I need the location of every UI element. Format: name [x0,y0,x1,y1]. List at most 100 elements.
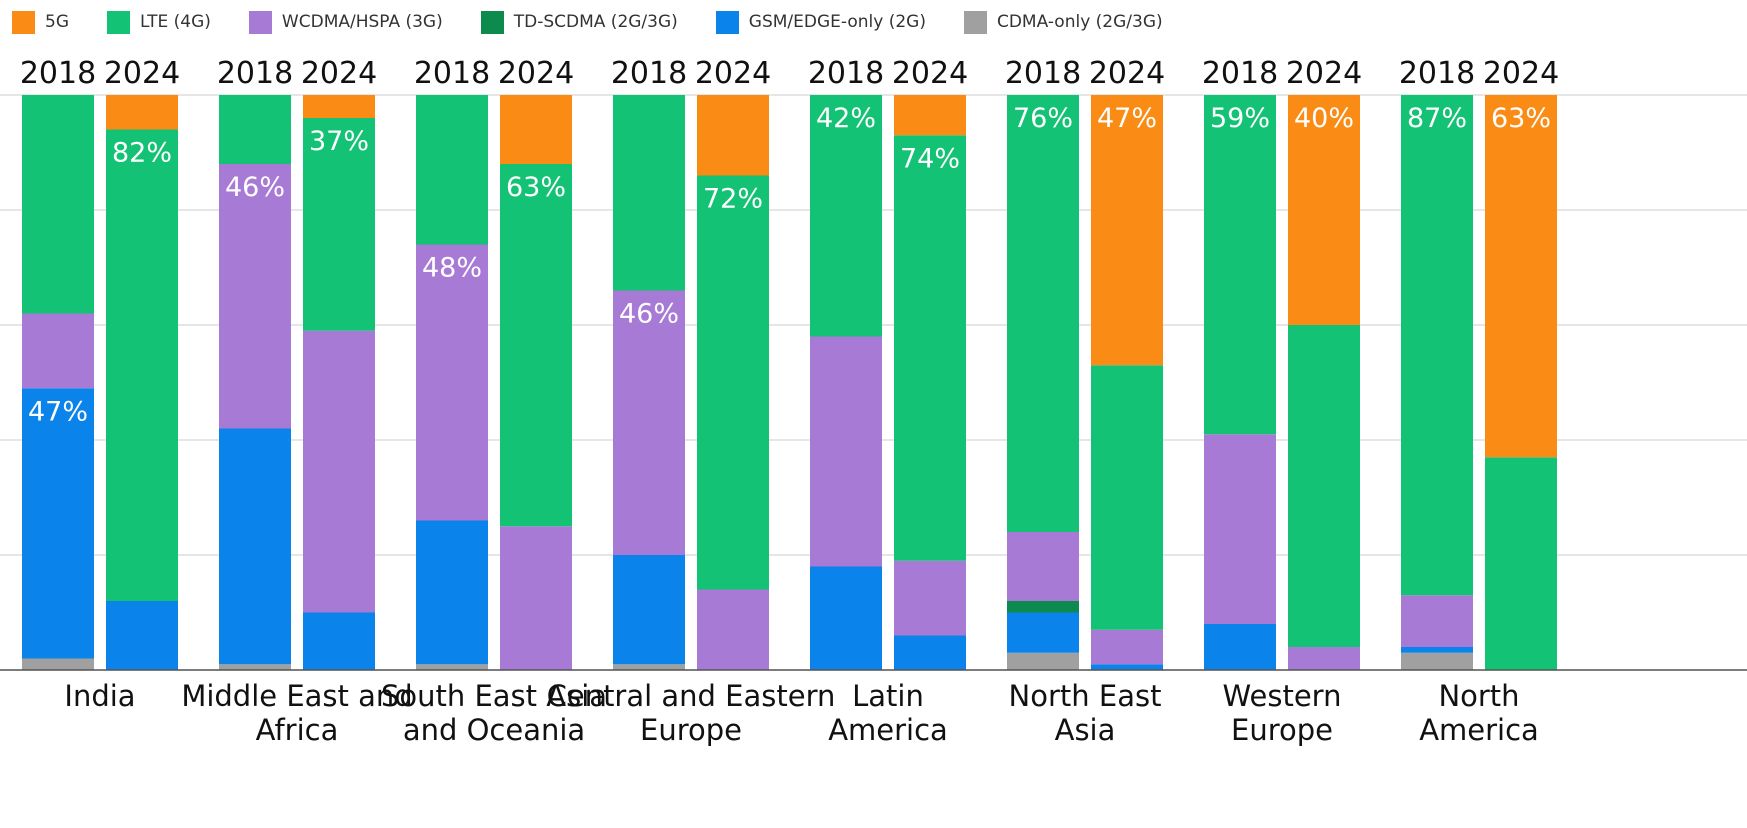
bar-value-label: 46% [225,172,285,203]
bar-segment-north-america-2018-lte-4g [1401,95,1473,596]
year-label: 2018 [20,56,96,91]
category-label: Middle East and Africa [181,679,412,747]
year-label: 2018 [217,56,293,91]
bar-segment-middle-east-and-africa-2018-cdma-only-2g-3g [219,664,291,670]
bar-segment-india-2018-wcdma-hspa-3g [22,313,94,389]
bar-segment-north-america-2024-lte-4g [1485,457,1557,670]
category-label: North East Asia [1009,679,1162,747]
bar-segment-india-2018-gsm-edge-only-2g [22,388,94,659]
legend-label: WCDMA/HSPA (3G) [281,12,443,32]
bar-segment-india-2024-5g [106,95,178,130]
category-label: Latin America [828,679,948,747]
legend-item-5g: 5G [12,10,69,34]
bar-value-label: 40% [1294,103,1354,134]
bar-value-label: 47% [28,396,88,427]
bar-segment-middle-east-and-africa-2018-lte-4g [219,95,291,164]
bar-segment-latin-america-2024-gsm-edge-only-2g [894,635,966,670]
bar-value-label: 48% [422,253,482,284]
category-label: South East Asia and Oceania [381,679,607,747]
bar-segment-middle-east-and-africa-2018-wcdma-hspa-3g [219,164,291,429]
legend-item-gsm-edge-only-2g: GSM/EDGE-only (2G) [715,10,926,34]
bar-value-label: 72% [703,184,763,215]
bar-segment-central-and-eastern-europe-2018-lte-4g [613,95,685,291]
bar-segment-north-east-asia-2024-lte-4g [1091,365,1163,630]
year-label: 2024 [695,56,771,91]
legend-item-td-scdma-2g-3g: TD-SCDMA (2G/3G) [480,10,678,34]
bar-segment-north-america-2018-cdma-only-2g-3g [1401,652,1473,670]
bar-segment-south-east-asia-and-oceania-2018-wcdma-hspa-3g [416,244,488,521]
bar-segment-north-east-asia-2018-wcdma-hspa-3g [1007,532,1079,601]
category-label: Central and Eastern Europe [547,679,836,747]
legend-item-cdma-only-2g-3g: CDMA-only (2G/3G) [963,10,1163,34]
legend-swatch [107,10,130,34]
bar-segment-south-east-asia-and-oceania-2018-cdma-only-2g-3g [416,664,488,670]
category-label: North America [1419,679,1539,747]
bar-segment-north-east-asia-2024-gsm-edge-only-2g [1091,664,1163,670]
bar-value-label: 74% [900,143,960,174]
legend-label: 5G [45,12,69,32]
bar-value-label: 87% [1407,103,1467,134]
bar-segment-latin-america-2024-wcdma-hspa-3g [894,560,966,636]
bar-segment-india-2024-lte-4g [106,129,178,601]
bar-segment-western-europe-2024-lte-4g [1288,325,1360,647]
legend-item-lte-4g: LTE (4G) [107,10,211,34]
bar-segment-latin-america-2024-5g [894,95,966,136]
category-label: India [64,679,135,713]
bar-value-label: 59% [1210,103,1270,134]
legend-swatch [963,10,987,34]
bar-segment-central-and-eastern-europe-2024-lte-4g [697,175,769,590]
bar-segment-central-and-eastern-europe-2018-gsm-edge-only-2g [613,555,685,665]
bar-segment-south-east-asia-and-oceania-2024-lte-4g [500,164,572,527]
bar-segment-south-east-asia-and-oceania-2024-wcdma-hspa-3g [500,526,572,670]
bar-segment-middle-east-and-africa-2018-gsm-edge-only-2g [219,428,291,665]
bar-segment-latin-america-2018-gsm-edge-only-2g [810,566,882,670]
bar-segment-north-america-2018-wcdma-hspa-3g [1401,595,1473,647]
legend-label: GSM/EDGE-only (2G) [748,12,926,32]
bar-segment-central-and-eastern-europe-2018-cdma-only-2g-3g [613,664,685,670]
bar-segment-latin-america-2018-lte-4g [810,95,882,337]
year-label: 2024 [1089,56,1165,91]
bar-segment-western-europe-2024-5g [1288,95,1360,325]
legend-label: TD-SCDMA (2G/3G) [513,12,678,32]
bar-segment-north-east-asia-2018-lte-4g [1007,95,1079,532]
bar-value-label: 47% [1097,103,1157,134]
year-label: 2024 [1483,56,1559,91]
bar-segment-middle-east-and-africa-2024-lte-4g [303,118,375,331]
bar-segment-north-east-asia-2024-5g [1091,95,1163,366]
bar-segment-central-and-eastern-europe-2018-wcdma-hspa-3g [613,290,685,555]
legend-swatch [480,10,504,34]
year-label: 2024 [104,56,180,91]
legend-swatch [12,10,35,34]
bar-segment-western-europe-2018-gsm-edge-only-2g [1204,624,1276,670]
bar-segment-india-2018-cdma-only-2g-3g [22,658,94,670]
bar-value-label: 42% [816,103,876,134]
bar-segment-india-2024-gsm-edge-only-2g [106,601,178,670]
bar-segment-middle-east-and-africa-2024-wcdma-hspa-3g [303,330,375,613]
bar-segment-middle-east-and-africa-2024-5g [303,95,375,118]
year-label: 2018 [1202,56,1278,91]
bar-value-label: 46% [619,299,679,330]
bar-segment-central-and-eastern-europe-2024-wcdma-hspa-3g [697,589,769,670]
bar-segment-north-east-asia-2018-cdma-only-2g-3g [1007,652,1079,670]
bar-segment-south-east-asia-and-oceania-2018-lte-4g [416,95,488,245]
bar-segment-middle-east-and-africa-2024-gsm-edge-only-2g [303,612,375,670]
bar-segment-north-america-2024-5g [1485,95,1557,458]
bar-value-label: 76% [1013,103,1073,134]
bar-segment-north-east-asia-2018-td-scdma-2g-3g [1007,601,1079,613]
bar-segment-western-europe-2018-wcdma-hspa-3g [1204,434,1276,624]
bar-segment-latin-america-2024-lte-4g [894,135,966,561]
bar-segment-western-europe-2024-wcdma-hspa-3g [1288,647,1360,670]
year-label: 2018 [1005,56,1081,91]
year-label: 2024 [892,56,968,91]
bar-value-label: 63% [506,172,566,203]
year-label: 2018 [1399,56,1475,91]
bar-segment-central-and-eastern-europe-2024-5g [697,95,769,176]
chart-legend: 5G LTE (4G) WCDMA/HSPA (3G) TD-SCDMA (2G/3G… [12,8,1201,36]
year-label: 2024 [498,56,574,91]
legend-label: LTE (4G) [140,12,211,32]
bar-value-label: 82% [112,138,172,169]
legend-label: CDMA-only (2G/3G) [996,12,1163,32]
bar-value-label: 37% [309,126,369,157]
year-label: 2018 [611,56,687,91]
bar-value-label: 63% [1491,103,1551,134]
